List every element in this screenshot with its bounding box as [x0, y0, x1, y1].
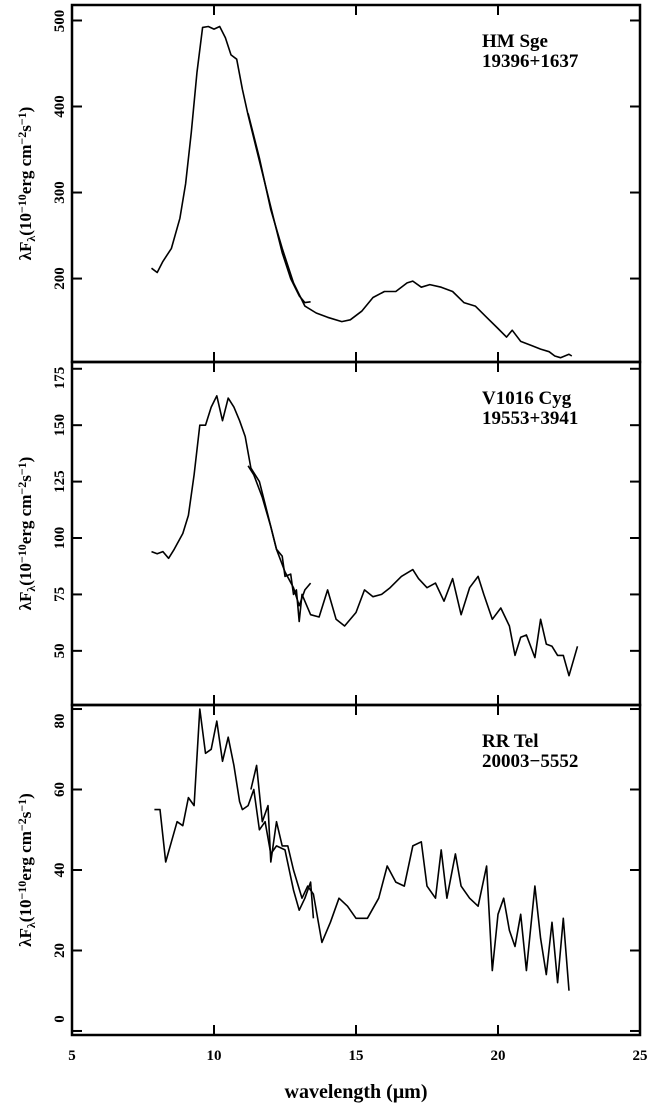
y-title-part: )	[16, 107, 35, 113]
y-tick-label: 0	[52, 1015, 68, 1023]
y-title-part: )	[16, 793, 35, 799]
annotation: V1016 Cyg	[482, 388, 572, 409]
y-title-part: −10	[15, 544, 29, 563]
y-title-part: −2	[15, 482, 29, 495]
y-axis-title: λFλ(10−10erg cm−2s−1)	[15, 457, 37, 611]
y-tick-label: 40	[52, 863, 68, 878]
x-tick-label: 25	[633, 1048, 648, 1064]
y-tick-label: 100	[52, 527, 68, 550]
x-tick-label: 15	[349, 1048, 364, 1064]
spectrum-line	[151, 395, 312, 607]
y-title-part: λ	[24, 236, 38, 242]
annotation: 20003−5552	[482, 751, 578, 772]
y-tick-label: 175	[52, 367, 68, 390]
y-tick-label: 200	[52, 267, 68, 290]
y-title-part: (10	[16, 213, 35, 236]
y-tick-label: 75	[52, 587, 68, 602]
y-tick-label: 400	[52, 95, 68, 118]
y-title-part: erg cm	[16, 145, 35, 195]
y-axis-title: λFλ(10−10erg cm−2s−1)	[15, 793, 37, 947]
y-title-part: s	[16, 811, 35, 818]
x-tick-label: 10	[207, 1048, 222, 1064]
y-title-part: −2	[15, 132, 29, 145]
spectrum-line	[247, 465, 579, 677]
y-title-part: s	[16, 125, 35, 132]
y-title-part: −1	[15, 462, 29, 475]
y-tick-label: 60	[52, 782, 68, 797]
y-title-part: −2	[15, 818, 29, 831]
y-tick-label: 500	[52, 10, 68, 33]
panel-frame	[70, 703, 642, 1037]
y-tick-label: 300	[52, 181, 68, 204]
spectrum-line	[154, 708, 315, 919]
annotation: 19553+3941	[482, 408, 578, 429]
y-title-part: λF	[16, 928, 35, 947]
y-title-part: (10	[16, 563, 35, 586]
y-tick-label: 20	[52, 943, 68, 958]
annotation: 19396+1637	[482, 51, 579, 72]
spectrum-line	[250, 764, 570, 991]
y-tick-label: 150	[52, 414, 68, 437]
x-tick-label: 20	[491, 1048, 506, 1064]
y-tick-label: 125	[52, 470, 68, 493]
y-title-part: λ	[24, 922, 38, 928]
annotation: RR Tel	[482, 731, 539, 752]
y-title-part: erg cm	[16, 831, 35, 881]
y-axis-title: λFλ(10−10erg cm−2s−1)	[15, 107, 37, 261]
x-axis-title: wavelength (μm)	[285, 1081, 428, 1103]
y-title-part: λ	[24, 586, 38, 592]
y-tick-label: 80	[52, 714, 68, 729]
y-tick-label: 50	[52, 643, 68, 658]
y-title-part: (10	[16, 900, 35, 923]
y-title-part: λF	[16, 242, 35, 261]
y-title-part: −10	[15, 194, 29, 213]
spectrum-line	[151, 25, 311, 304]
x-tick-label: 5	[68, 1048, 76, 1064]
annotation: HM Sge	[482, 31, 548, 52]
y-title-part: −10	[15, 881, 29, 900]
y-title-part: −1	[15, 112, 29, 125]
y-title-part: s	[16, 475, 35, 482]
y-title-part: −1	[15, 799, 29, 812]
y-title-part: )	[16, 457, 35, 463]
spectrum-line	[247, 113, 573, 359]
y-title-part: erg cm	[16, 495, 35, 545]
y-title-part: λF	[16, 592, 35, 611]
